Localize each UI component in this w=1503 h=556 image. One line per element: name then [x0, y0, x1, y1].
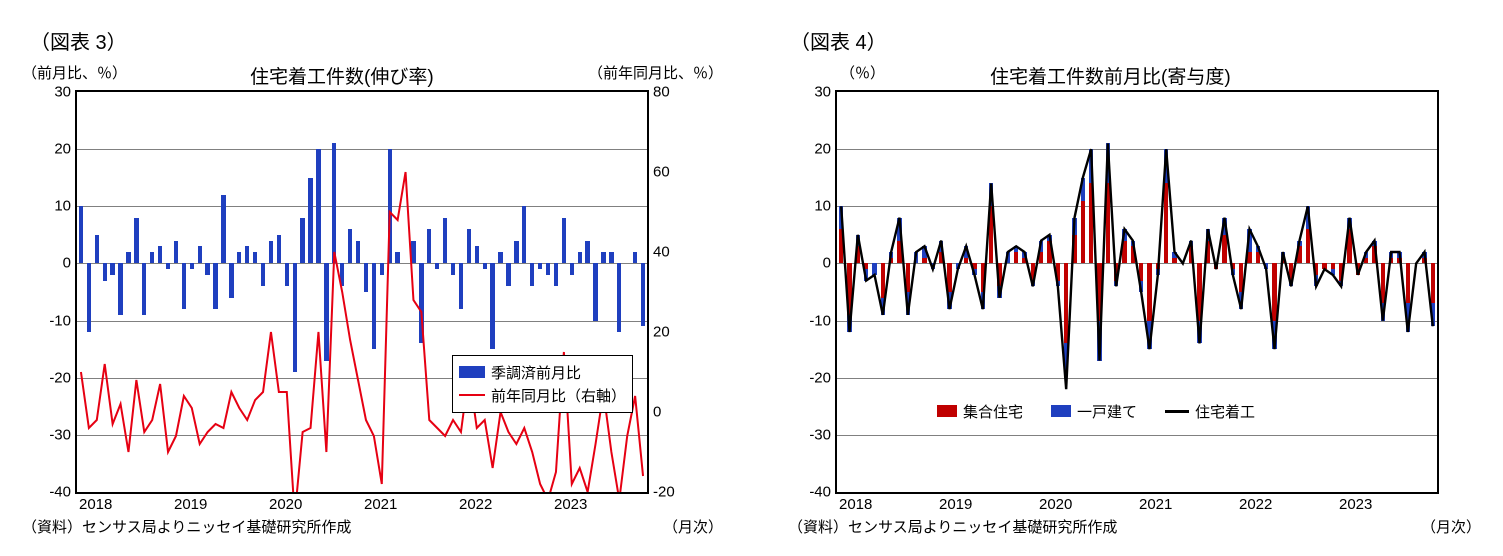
fig3-title: 住宅着工件数(伸び率) [250, 62, 434, 89]
fig3-ytick-left: -10 [49, 312, 71, 329]
fig3-legend-line: 前年同月比（右軸） [459, 385, 626, 406]
fig4-legend-line-label: 住宅着工 [1195, 401, 1255, 422]
fig4-legend-blue-swatch [1051, 405, 1071, 417]
fig3-ytick-left: -40 [49, 484, 71, 501]
fig4-xtick: 2019 [939, 496, 972, 513]
fig4-xtick: 2018 [839, 496, 872, 513]
fig3-xtick: 2022 [459, 496, 492, 513]
fig4-legend: 集合住宅 一戸建て 住宅着工 [937, 401, 1255, 422]
fig4-legend-red-label: 集合住宅 [963, 401, 1023, 422]
fig3-monthly: （月次） [663, 516, 723, 537]
fig4-ytick: -20 [809, 369, 831, 386]
fig4-legend-line: 住宅着工 [1165, 401, 1255, 422]
fig3-label: （図表 3） [30, 26, 127, 55]
fig4-line-svg [837, 92, 1437, 492]
fig4-source: （資料）センサス局よりニッセイ基礎研究所作成 [788, 516, 1117, 537]
fig4-legend-red-swatch [937, 405, 957, 417]
fig3-ytick-right: 40 [653, 244, 670, 261]
fig4-legend-blue-label: 一戸建て [1077, 401, 1137, 422]
fig3-xtick: 2021 [364, 496, 397, 513]
fig4-ytick: 20 [814, 141, 831, 158]
fig4-xtick: 2022 [1239, 496, 1272, 513]
page: （図表 3） 住宅着工件数(伸び率) （前月比、％） （前年同月比、％） -40… [0, 0, 1503, 556]
fig3-xtick: 2018 [79, 496, 112, 513]
fig3-xtick: 2020 [269, 496, 302, 513]
fig4-ytick: 30 [814, 84, 831, 101]
fig3-legend-line-swatch [459, 394, 485, 396]
fig4-ytick: 10 [814, 198, 831, 215]
fig4-legend-red: 集合住宅 [937, 401, 1023, 422]
fig3-ytick-left: 30 [54, 84, 71, 101]
fig3-ytick-left: 10 [54, 198, 71, 215]
fig4-title: 住宅着工件数前月比(寄与度) [990, 62, 1231, 89]
fig3-ytick-left: -20 [49, 369, 71, 386]
fig3-legend-bar-label: 季調済前月比 [491, 362, 581, 383]
fig4-ytick: -10 [809, 312, 831, 329]
fig3-ytick-left: -30 [49, 426, 71, 443]
fig3-left-unit: （前月比、％） [22, 62, 127, 83]
panel-fig4: （図表 4） 住宅着工件数前月比(寄与度) （％） -40-30-20-1001… [770, 0, 1503, 556]
fig3-ytick-right: -20 [653, 484, 675, 501]
fig3-plot-area: -40-30-20-100102030-20020406080201820192… [75, 90, 649, 494]
fig3-line-svg [77, 92, 647, 492]
fig3-ytick-right: 60 [653, 164, 670, 181]
fig4-ytick: -40 [809, 484, 831, 501]
fig4-legend-blue: 一戸建て [1051, 401, 1137, 422]
fig4-xtick: 2023 [1339, 496, 1372, 513]
fig4-total-line [841, 143, 1433, 389]
fig4-monthly: （月次） [1421, 516, 1481, 537]
fig4-plot-area: -40-30-20-100102030201820192020202120222… [835, 90, 1439, 494]
fig4-ytick: -30 [809, 426, 831, 443]
fig3-xtick: 2023 [554, 496, 587, 513]
fig3-ytick-left: 0 [63, 255, 71, 272]
fig3-right-unit: （前年同月比、％） [588, 62, 723, 83]
fig3-ytick-right: 80 [653, 84, 670, 101]
fig3-yoy-line [81, 172, 643, 492]
fig3-ytick-right: 0 [653, 404, 661, 421]
fig3-xtick: 2019 [174, 496, 207, 513]
fig4-label: （図表 4） [790, 26, 887, 55]
fig3-legend-bar: 季調済前月比 [459, 362, 626, 383]
panel-fig3: （図表 3） 住宅着工件数(伸び率) （前月比、％） （前年同月比、％） -40… [0, 0, 751, 556]
fig3-source: （資料）センサス局よりニッセイ基礎研究所作成 [22, 516, 351, 537]
fig3-legend-bar-swatch [459, 366, 485, 378]
fig4-legend-line-swatch [1165, 410, 1189, 413]
fig4-ytick: 0 [823, 255, 831, 272]
fig4-xtick: 2020 [1039, 496, 1072, 513]
fig4-xtick: 2021 [1139, 496, 1172, 513]
fig3-ytick-right: 20 [653, 324, 670, 341]
fig3-legend: 季調済前月比前年同月比（右軸） [452, 355, 633, 413]
fig4-unit: （％） [840, 62, 885, 83]
fig3-legend-line-label: 前年同月比（右軸） [491, 385, 626, 406]
fig3-ytick-left: 20 [54, 141, 71, 158]
